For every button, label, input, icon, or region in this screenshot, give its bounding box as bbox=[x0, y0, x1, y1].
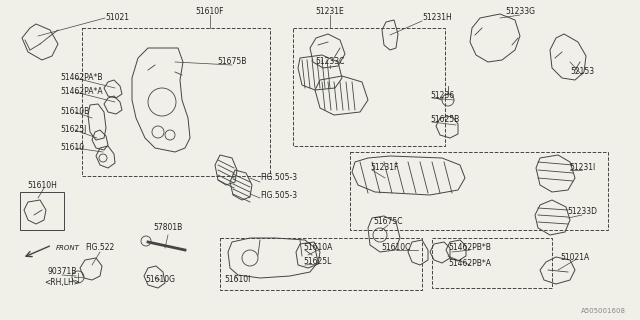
Text: FRONT: FRONT bbox=[56, 245, 80, 251]
Text: 51233D: 51233D bbox=[567, 207, 597, 217]
Text: 90371B: 90371B bbox=[47, 268, 77, 276]
Text: <RH,LH>: <RH,LH> bbox=[44, 277, 80, 286]
Text: 51233G: 51233G bbox=[505, 7, 535, 17]
Text: 51231E: 51231E bbox=[316, 7, 344, 17]
Bar bbox=[350, 152, 608, 230]
Bar bbox=[293, 28, 445, 146]
Text: 51021: 51021 bbox=[105, 13, 129, 22]
Text: 57801B: 57801B bbox=[154, 223, 182, 233]
Text: 51610F: 51610F bbox=[196, 7, 224, 17]
Text: 51610I: 51610I bbox=[225, 276, 251, 284]
Text: 51462PB*B: 51462PB*B bbox=[449, 244, 492, 252]
Text: 51610A: 51610A bbox=[303, 244, 333, 252]
Text: FIG.505-3: FIG.505-3 bbox=[260, 173, 297, 182]
Text: FIG.522: FIG.522 bbox=[85, 244, 115, 252]
Text: 51610B: 51610B bbox=[60, 108, 89, 116]
Text: 51625L: 51625L bbox=[304, 258, 332, 267]
Text: 51610G: 51610G bbox=[145, 276, 175, 284]
Text: 51625J: 51625J bbox=[60, 125, 86, 134]
Bar bbox=[82, 28, 270, 176]
Text: 51462PA*B: 51462PA*B bbox=[60, 74, 102, 83]
Text: 51625B: 51625B bbox=[430, 116, 460, 124]
Text: 51462PA*A: 51462PA*A bbox=[60, 87, 102, 97]
Text: 51610H: 51610H bbox=[27, 180, 57, 189]
Bar bbox=[432, 238, 552, 288]
Text: 51675B: 51675B bbox=[218, 58, 246, 67]
Bar bbox=[20, 192, 64, 230]
Text: 51236: 51236 bbox=[430, 91, 454, 100]
Text: 51462PB*A: 51462PB*A bbox=[449, 260, 492, 268]
Text: 51610: 51610 bbox=[60, 143, 84, 153]
Text: 51231I: 51231I bbox=[569, 164, 595, 172]
Text: 51675C: 51675C bbox=[373, 218, 403, 227]
Text: FIG.505-3: FIG.505-3 bbox=[260, 191, 297, 201]
Text: 51021A: 51021A bbox=[561, 253, 589, 262]
Text: 52153: 52153 bbox=[570, 68, 594, 76]
Text: 51231H: 51231H bbox=[422, 13, 452, 22]
Text: A505001608: A505001608 bbox=[581, 308, 626, 314]
Bar bbox=[220, 238, 422, 290]
Text: 51233C: 51233C bbox=[316, 58, 345, 67]
Text: 51610C: 51610C bbox=[381, 244, 411, 252]
Text: 51231F: 51231F bbox=[370, 164, 398, 172]
